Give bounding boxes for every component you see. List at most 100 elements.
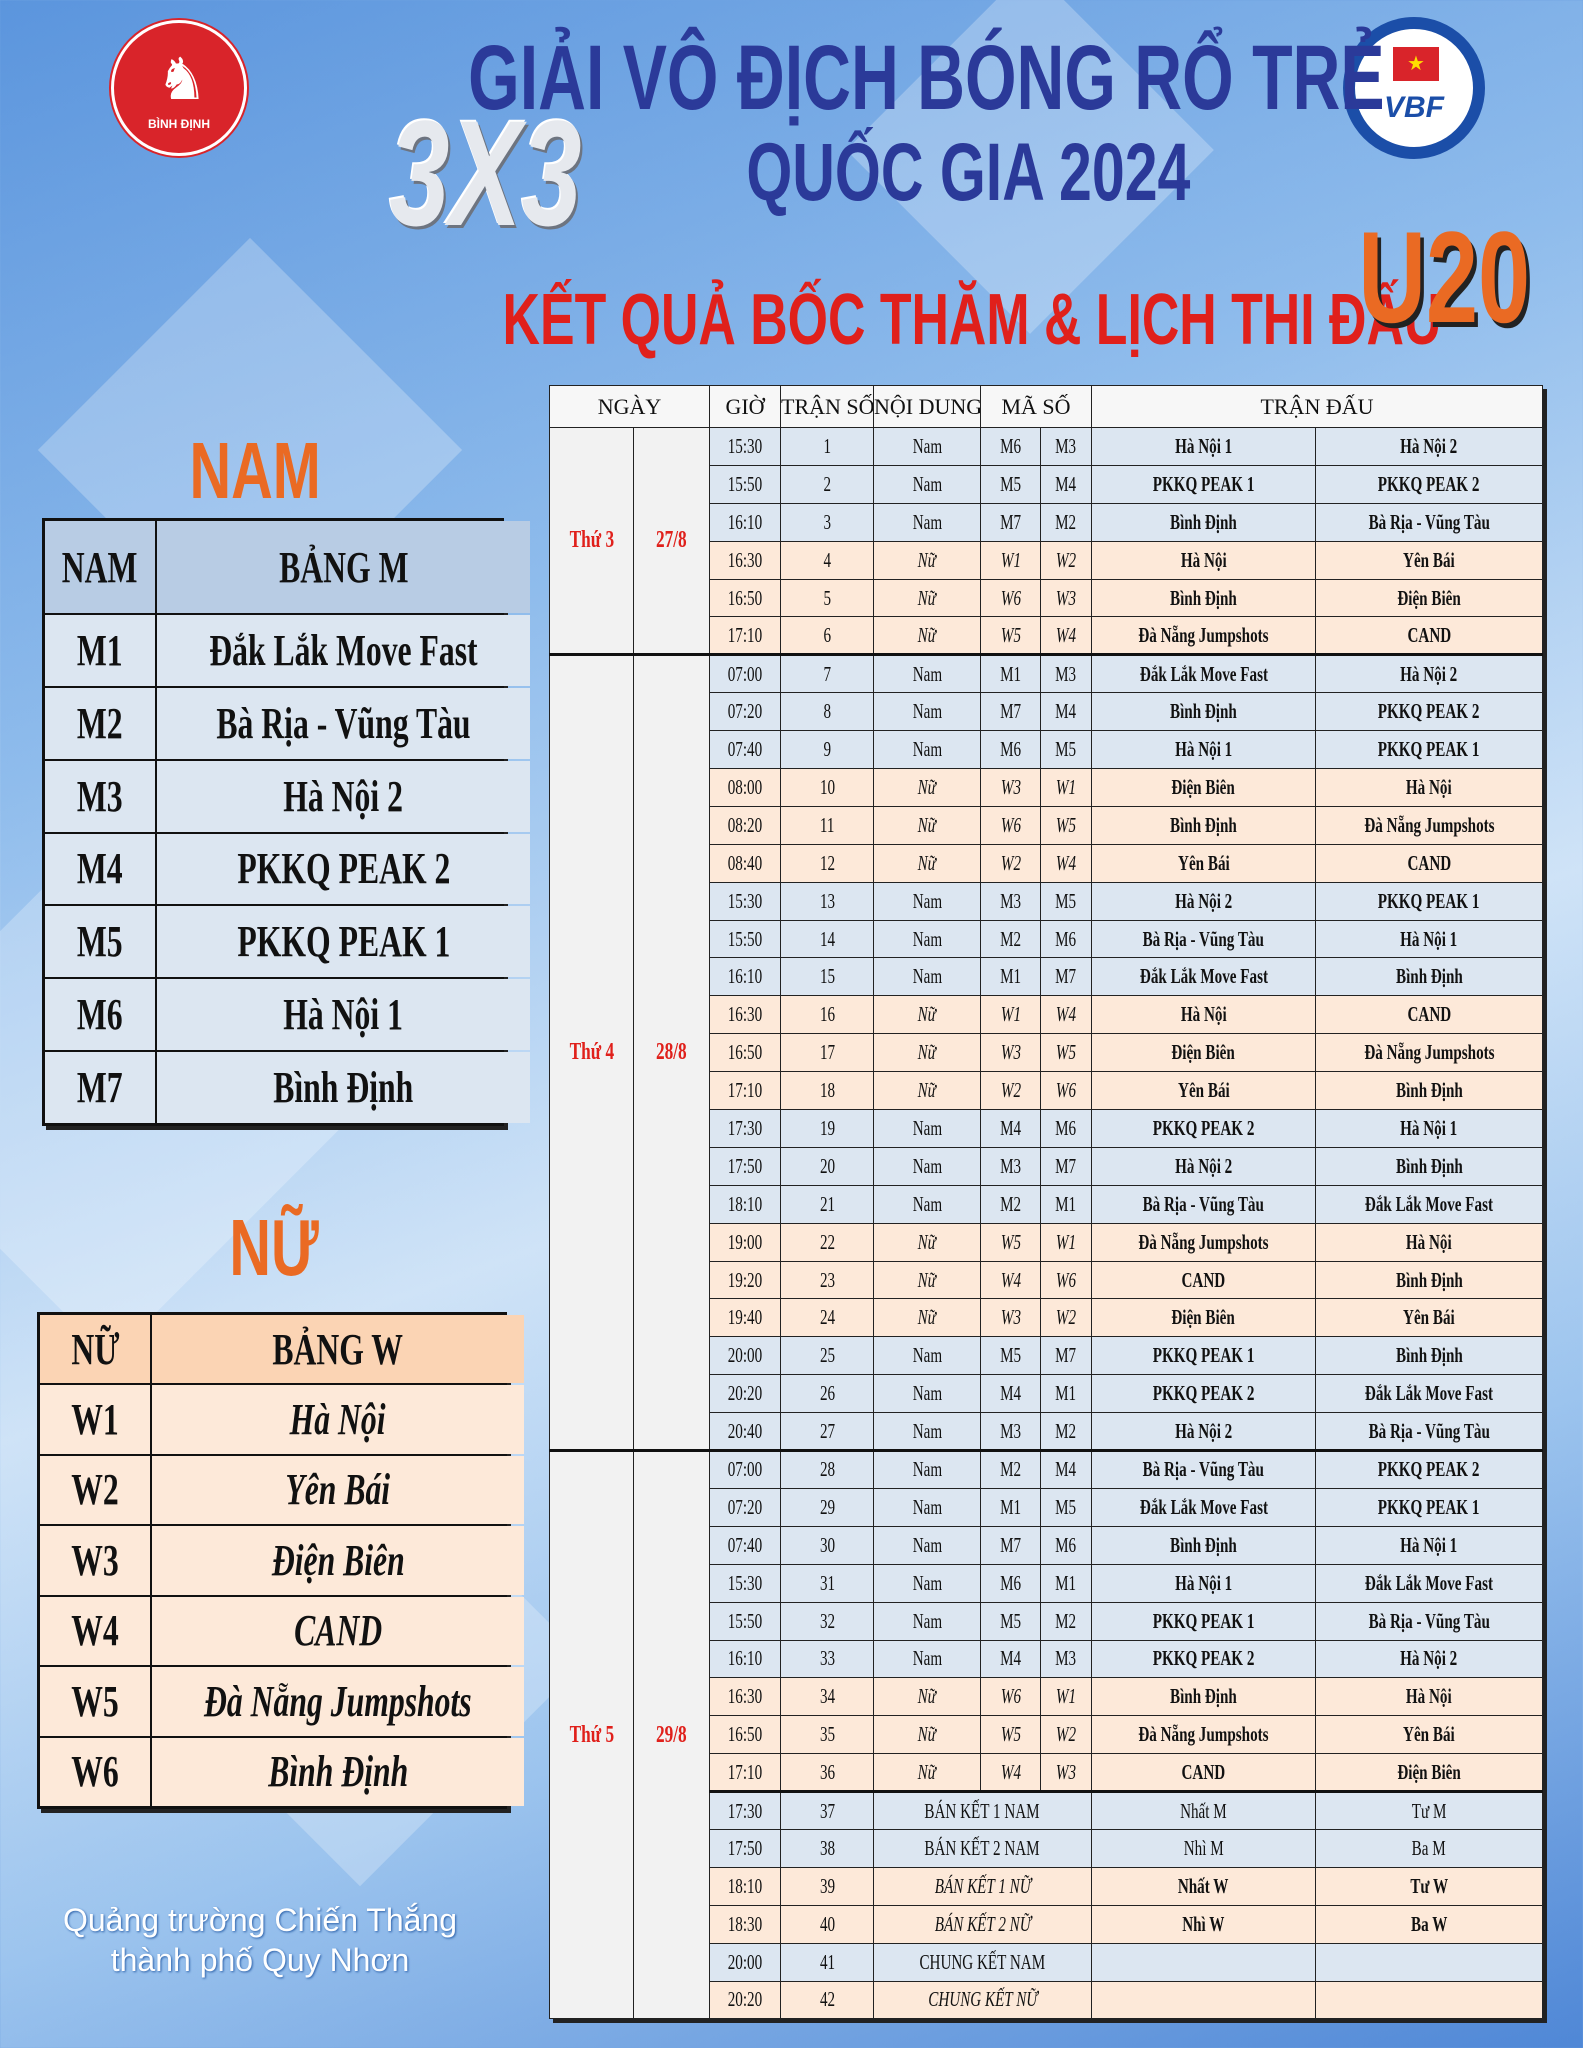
team-code: M7 xyxy=(45,1052,155,1123)
team1-name: Hà Nội xyxy=(1091,995,1317,1035)
team2-code: W5 xyxy=(1039,805,1093,845)
team1-code: W2 xyxy=(980,1071,1041,1111)
table-row: 08:20 11 Nữ W6 W5 Bình Định Đà Nẵng Jumpshots xyxy=(550,805,1544,845)
team1-name: PKKQ PEAK 2 xyxy=(1091,1109,1317,1148)
match-number: 3 xyxy=(780,502,874,542)
match-number: 40 xyxy=(780,1904,874,1944)
team1-code: W6 xyxy=(980,578,1041,618)
team-code: W2 xyxy=(40,1455,150,1524)
team-name: Bình Định xyxy=(152,1737,524,1806)
match-time: 08:20 xyxy=(709,805,781,845)
match-number: 13 xyxy=(780,881,874,921)
table-row: 17:10 36 Nữ W4 W3 CAND Điện Biên xyxy=(550,1753,1544,1793)
team2-code: M5 xyxy=(1039,730,1093,770)
team2-name xyxy=(1315,1942,1544,1982)
match-category: Nam xyxy=(873,692,981,732)
team1-name: Đắk Lắk Move Fast xyxy=(1091,1487,1317,1527)
team2-name: Bình Định xyxy=(1315,1146,1544,1186)
team1-code: M2 xyxy=(980,919,1041,959)
table-row: 18:10 21 Nam M2 M1 Bà Rịa - Vũng Tàu Đắk Lắk M… xyxy=(550,1184,1544,1224)
match-category: Nam xyxy=(873,957,981,997)
team-name: Yên Bái xyxy=(152,1455,524,1524)
team-name: Đắk Lắk Move Fast xyxy=(157,615,530,686)
match-category: Nữ xyxy=(873,1260,981,1300)
team1-code: W2 xyxy=(980,843,1041,883)
team1-name: Điện Biên xyxy=(1091,1033,1317,1073)
team2-code: M7 xyxy=(1039,1336,1093,1376)
match-number: 9 xyxy=(780,730,874,770)
table-row: 16:10 33 Nam M4 M3 PKKQ PEAK 2 Hà Nội 2 xyxy=(550,1639,1544,1679)
match-time: 18:10 xyxy=(709,1184,781,1224)
team2-name: Yên Bái xyxy=(1315,1298,1544,1338)
match-time: 15:50 xyxy=(709,464,781,504)
team1-code: M3 xyxy=(980,1146,1041,1186)
match-number: 2 xyxy=(780,464,874,504)
team1-name: Nhì M xyxy=(1091,1828,1317,1868)
team1-name: Yên Bái xyxy=(1091,843,1317,883)
match-number: 4 xyxy=(780,540,874,580)
match-time: 20:00 xyxy=(709,1336,781,1376)
table-row: 16:30 4 Nữ W1 W2 Hà Nội Yên Bái xyxy=(550,540,1544,580)
team2-name: Hà Nội xyxy=(1315,768,1544,807)
match-time: 07:40 xyxy=(709,730,781,770)
team1-code: W6 xyxy=(980,805,1041,845)
table-row: 16:10 3 Nam M7 M2 Bình Định Bà Rịa - Vũng Tàu xyxy=(550,502,1544,542)
match-time: 16:30 xyxy=(709,540,781,580)
match-number: 21 xyxy=(780,1184,874,1224)
match-category: Nữ xyxy=(873,995,981,1035)
match-number: 22 xyxy=(780,1222,874,1262)
team2-name: Tư M xyxy=(1315,1790,1544,1830)
team-name: PKKQ PEAK 2 xyxy=(157,833,530,905)
table-row: 16:50 17 Nữ W3 W5 Điện Biên Đà Nẵng Jumpshots xyxy=(550,1033,1544,1073)
team1-name: Bà Rịa - Vũng Tàu xyxy=(1091,1184,1317,1224)
team1-name xyxy=(1091,1980,1317,2020)
table-row: 15:50 2 Nam M5 M4 PKKQ PEAK 1 PKKQ PEAK 2 xyxy=(550,464,1544,504)
team2-code: M6 xyxy=(1039,1109,1093,1148)
match-category: Nữ xyxy=(873,1222,981,1262)
men-title: NAM xyxy=(189,426,321,515)
match-time: 08:00 xyxy=(709,768,781,807)
team2-name: Đà Nẵng Jumpshots xyxy=(1315,805,1544,845)
team2-code: M1 xyxy=(1039,1374,1093,1414)
table-row: 07:20 29 Nam M1 M5 Đắk Lắk Move Fast PKKQ PEAK… xyxy=(550,1487,1544,1527)
col-group-header: BẢNG W xyxy=(152,1315,524,1383)
team1-code: M4 xyxy=(980,1639,1041,1679)
team2-name: PKKQ PEAK 2 xyxy=(1315,692,1544,732)
team-code: M4 xyxy=(45,833,155,905)
match-stage: BÁN KẾT 1 NAM xyxy=(872,1790,1093,1830)
match-time: 15:30 xyxy=(709,881,781,921)
match-time: 16:50 xyxy=(709,578,781,618)
table-row: 20:20 26 Nam M4 M1 PKKQ PEAK 2 Đắk Lắk Move Fa… xyxy=(550,1374,1544,1414)
team2-name xyxy=(1315,1980,1544,2020)
women-group-table: NỮ BẢNG W W1 Hà Nội W2 Yên Bái W3 Điện Biên W4 CA… xyxy=(37,1312,524,1809)
team2-name: Bà Rịa - Vũng Tàu xyxy=(1315,1412,1544,1452)
team1-name: Đà Nẵng Jumpshots xyxy=(1091,616,1317,656)
match-time: 07:00 xyxy=(709,1449,781,1489)
match-time: 20:20 xyxy=(709,1980,781,2020)
table-row: 15:30 31 Nam M6 M1 Hà Nội 1 Đắk Lắk Move Fast xyxy=(550,1563,1544,1603)
match-time: 17:30 xyxy=(709,1790,781,1830)
match-time: 07:20 xyxy=(709,692,781,732)
table-row: Thứ 5 29/8 07:00 28 Nam M2 M4 Bà Rịa - Vũng Tàu… xyxy=(549,1449,1544,2020)
team1-name: Hà Nội 1 xyxy=(1091,1563,1317,1603)
table-row: 17:30 37 BÁN KẾT 1 NAM Nhất M Tư M xyxy=(550,1790,1544,1830)
team2-code: M6 xyxy=(1039,919,1093,959)
match-number: 28 xyxy=(780,1449,874,1489)
team2-code: M5 xyxy=(1039,881,1093,921)
table-row: 17:10 18 Nữ W2 W6 Yên Bái Bình Định xyxy=(550,1071,1544,1111)
team2-name: Bà Rịa - Vũng Tàu xyxy=(1315,1601,1544,1641)
team1-code: M3 xyxy=(980,1412,1041,1452)
team2-name: Tư W xyxy=(1315,1866,1544,1906)
team1-name: Đắk Lắk Move Fast xyxy=(1091,653,1317,694)
match-number: 6 xyxy=(780,616,874,656)
match-category: Nữ xyxy=(873,768,981,807)
header-time: GIỜ xyxy=(709,385,781,428)
team1-code: W6 xyxy=(980,1677,1041,1717)
match-category: Nữ xyxy=(873,1298,981,1338)
match-time: 07:20 xyxy=(709,1487,781,1527)
team1-code: M5 xyxy=(980,1336,1041,1376)
team1-name: PKKQ PEAK 2 xyxy=(1091,1374,1317,1414)
table-row: 16:50 35 Nữ W5 W2 Đà Nẵng Jumpshots Yên Bái xyxy=(550,1715,1544,1755)
team2-code: W5 xyxy=(1039,1033,1093,1073)
table-row: 07:40 30 Nam M7 M6 Bình Định Hà Nội 1 xyxy=(550,1525,1544,1565)
